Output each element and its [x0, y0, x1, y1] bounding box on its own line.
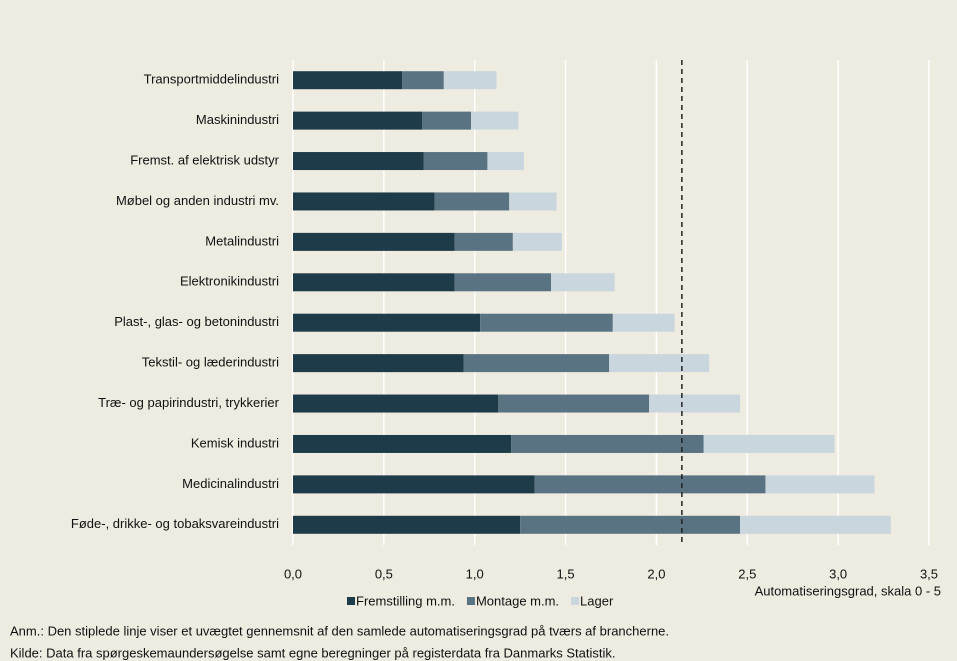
- x-tick-label: 1,5: [557, 566, 575, 581]
- legend-swatch: [466, 597, 475, 605]
- bar-segment: [612, 313, 675, 332]
- y-tick-label: Medicinalindustri: [182, 476, 279, 491]
- y-tick-label: Plast-, glas- og betonindustri: [114, 314, 279, 329]
- x-tick-label: 3,5: [920, 566, 938, 581]
- bar-segment: [740, 515, 891, 534]
- bar-segment: [534, 475, 766, 494]
- bar-segment: [454, 232, 513, 251]
- y-tick-label: Transportmiddelindustri: [144, 72, 279, 87]
- bar-segment: [463, 354, 610, 373]
- legend-label: Fremstilling m.m.: [356, 593, 455, 608]
- bar-segment: [422, 111, 472, 130]
- bar-segment: [765, 475, 875, 494]
- bar-segment: [487, 152, 524, 171]
- y-tick-label: Tekstil- og læderindustri: [142, 355, 279, 370]
- bar-segment: [703, 434, 835, 453]
- bar-segment: [293, 515, 521, 534]
- y-tick-label: Maskinindustri: [196, 112, 279, 127]
- bar-segment: [402, 71, 444, 90]
- legend-swatch: [347, 597, 355, 605]
- bar-segment: [293, 313, 481, 332]
- bar-segment: [293, 152, 424, 171]
- bar-segment: [471, 111, 519, 130]
- bar-segment: [454, 273, 552, 292]
- legend-label: Lager: [580, 593, 614, 608]
- bar-segment: [423, 152, 488, 171]
- bar-segment: [293, 71, 403, 90]
- legend-swatch: [571, 597, 580, 605]
- bar-segment: [609, 354, 710, 373]
- bar-segment: [511, 434, 704, 453]
- bar-segment: [512, 232, 562, 251]
- x-tick-label: 1,0: [466, 566, 484, 581]
- bar-segment: [293, 394, 499, 413]
- y-tick-label: Metalindustri: [205, 233, 279, 248]
- bar-segment: [498, 394, 650, 413]
- bar-segment: [480, 313, 613, 332]
- x-tick-label: 0,5: [375, 566, 393, 581]
- bar-segment: [509, 192, 557, 211]
- bar-segment: [293, 111, 423, 130]
- y-tick-label: Elektronikindustri: [180, 274, 279, 289]
- x-tick-label: 2,5: [738, 566, 756, 581]
- bar-segment: [293, 232, 455, 251]
- legend-label: Montage m.m.: [476, 593, 559, 608]
- bar-segment: [434, 192, 510, 211]
- y-tick-label: Fremst. af elektrisk udstyr: [130, 152, 279, 167]
- note: Anm.: Den stiplede linje viser et uvægte…: [10, 623, 669, 638]
- y-tick-label: Træ- og papirindustri, trykkerier: [98, 395, 280, 410]
- bar-segment: [293, 475, 535, 494]
- x-tick-label: 2,0: [647, 566, 665, 581]
- bar-segment: [520, 515, 741, 534]
- bar-segment: [293, 354, 464, 373]
- bar-segment: [293, 192, 435, 211]
- bar-segment: [649, 394, 741, 413]
- bar-segment: [443, 71, 497, 90]
- y-tick-label: Møbel og anden industri mv.: [116, 193, 279, 208]
- y-tick-label: Kemisk industri: [191, 435, 279, 450]
- y-tick-label: Føde-, drikke- og tobaksvareindustri: [71, 516, 279, 531]
- bar-segment: [293, 273, 455, 292]
- note: Kilde: Data fra spørgeskemaundersøgelse …: [10, 645, 616, 660]
- bar-segment: [293, 434, 512, 453]
- x-tick-label: 0,0: [284, 566, 302, 581]
- x-tick-label: 3,0: [829, 566, 847, 581]
- x-axis-label: Automatiseringsgrad, skala 0 - 5: [755, 583, 941, 598]
- bar-segment: [551, 273, 615, 292]
